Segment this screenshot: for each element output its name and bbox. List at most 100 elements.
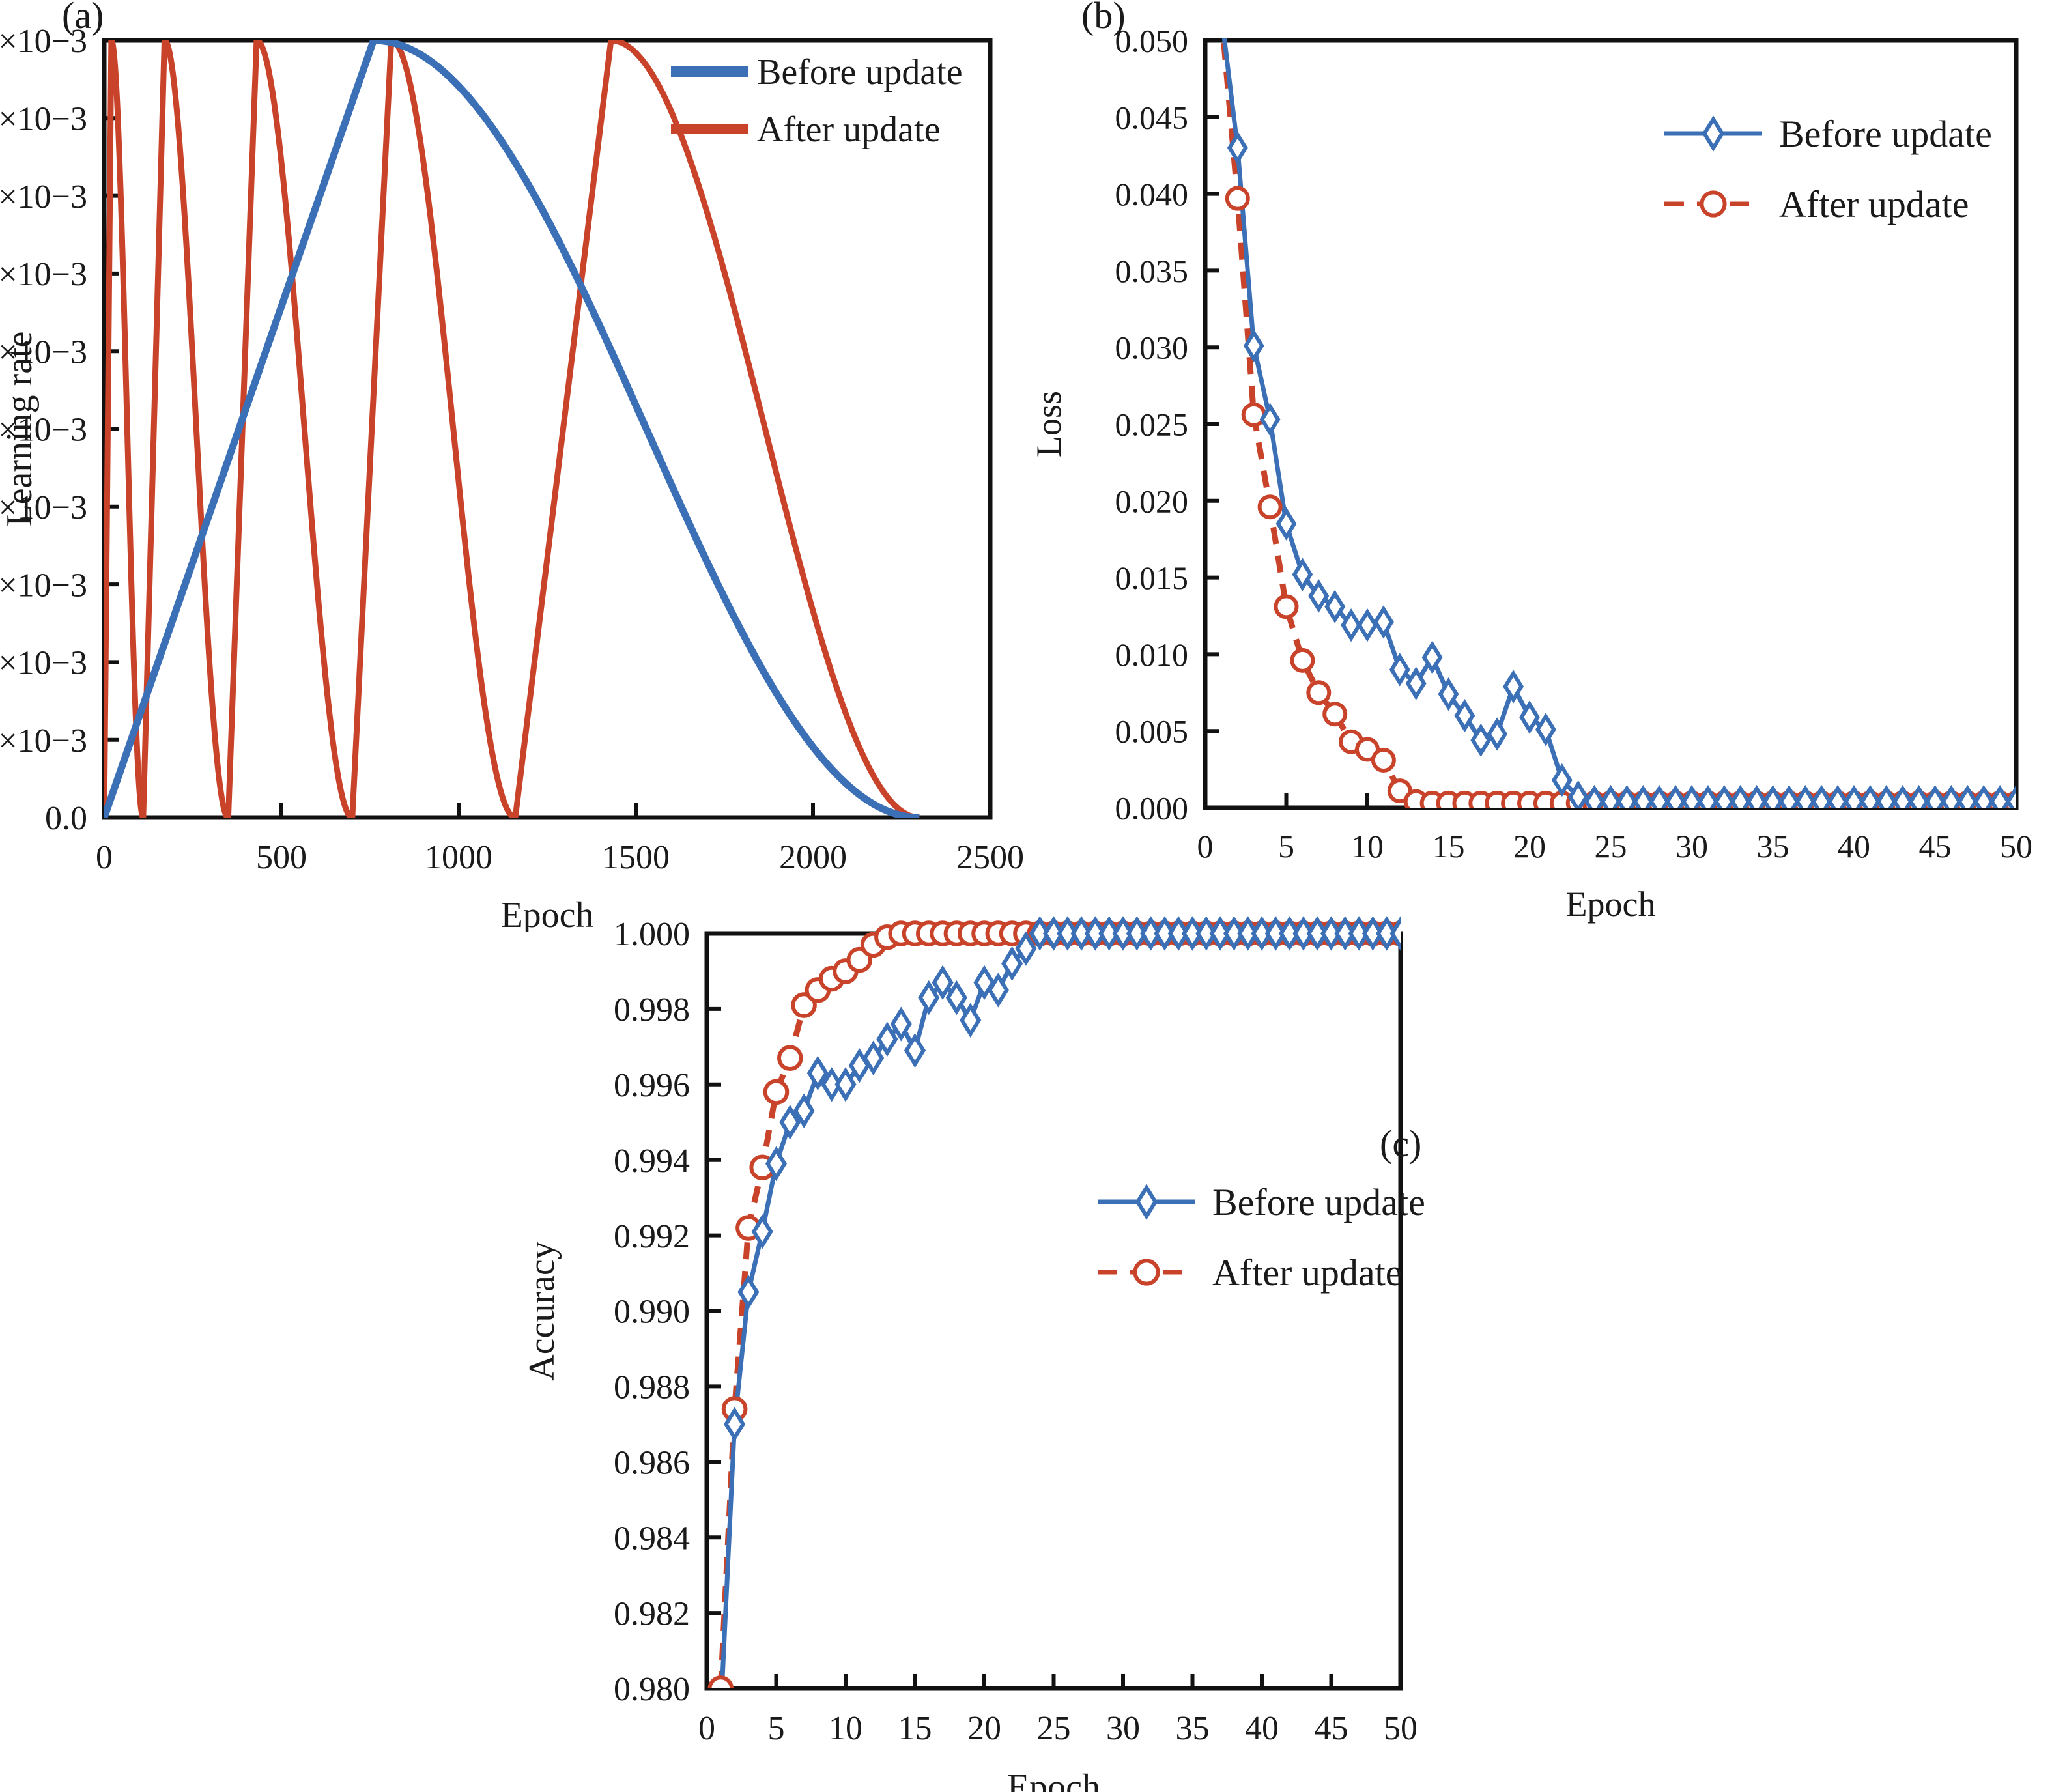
y-tick-label: 0.3×10−3 [0, 567, 87, 604]
y-tick-label: 0.996 [614, 1067, 690, 1104]
x-tick-label: 0 [96, 839, 113, 876]
data-marker-diamond [1361, 916, 1384, 951]
panel-c-axes: 0 5 10 15 20 25 30 35 40 45 50 0.980 0.982 0.984 0.986… [522, 916, 1418, 1792]
panel-b-series [1220, 38, 2016, 808]
legend-label-before: Before update [757, 52, 963, 92]
legend-label-after: After update [1779, 183, 1969, 225]
x-tick-label: 25 [1595, 828, 1627, 864]
data-marker-diamond [793, 1093, 815, 1129]
panel-b-axes: 0 5 10 15 20 25 30 35 40 45 50 0.000 0.005 0.010 0.015… [1029, 23, 2032, 924]
data-marker-diamond [1292, 916, 1315, 951]
data-marker-diamond [1487, 717, 1508, 751]
y-tick-label: 0.025 [1115, 406, 1189, 443]
data-marker-diamond [1778, 784, 1800, 808]
x-tick-label: 2500 [956, 839, 1024, 876]
y-tick-label: 0.992 [614, 1218, 690, 1255]
x-tick-label: 50 [2000, 828, 2032, 864]
data-marker-diamond [1195, 916, 1218, 951]
x-tick-label: 35 [1176, 1710, 1210, 1747]
data-marker-diamond [1341, 608, 1362, 642]
data-marker-diamond [1875, 784, 1897, 808]
y-tick-label: 0.998 [614, 991, 690, 1029]
data-marker-diamond [1567, 780, 1589, 808]
data-marker-diamond [1042, 916, 1065, 951]
x-tick-label: 50 [1384, 1710, 1418, 1747]
legend-label-before: Before update [1212, 1181, 1425, 1223]
data-marker-diamond [1702, 115, 1725, 152]
data-marker-circle [1241, 402, 1266, 427]
x-axis-title: Epoch [1566, 885, 1656, 924]
series-before-update-line [719, 931, 1401, 1688]
y-axis-title: Loss [1029, 391, 1068, 457]
y-tick-label: 0.990 [614, 1294, 690, 1331]
y-tick-label: 0.8×10−3 [0, 178, 87, 216]
data-marker-diamond [1264, 916, 1287, 951]
data-marker-diamond [1421, 640, 1443, 674]
data-marker-diamond [1154, 916, 1176, 951]
data-marker-diamond [1713, 784, 1735, 808]
data-marker-diamond [1140, 916, 1162, 951]
x-tick-label: 15 [1432, 828, 1465, 864]
data-marker-circle [1290, 647, 1315, 673]
data-marker-diamond [1957, 784, 1978, 808]
data-marker-diamond [1795, 784, 1816, 808]
data-marker-diamond [876, 1021, 898, 1057]
data-marker-diamond [751, 1214, 773, 1249]
x-tick-label: 35 [1757, 828, 1789, 864]
y-tick-label: 0.2×10−3 [0, 645, 87, 682]
data-marker-diamond [1908, 784, 1930, 808]
data-marker-diamond [1306, 916, 1328, 951]
x-tick-label: 5 [1278, 828, 1294, 864]
series-after-update-line [717, 930, 1401, 1688]
data-marker-diamond [1616, 784, 1638, 808]
data-marker-diamond [1681, 784, 1702, 808]
data-marker-diamond [1730, 784, 1751, 808]
data-marker-circle [763, 1079, 790, 1105]
data-marker-diamond [1973, 784, 1995, 808]
data-marker-diamond [1535, 713, 1556, 747]
data-marker-circle [1257, 494, 1283, 520]
panel-a-legend: Before update After update [671, 52, 963, 150]
x-tick-label: 5 [768, 1710, 785, 1747]
data-marker-diamond [779, 1105, 801, 1140]
x-tick-label: 15 [898, 1710, 932, 1747]
y-tick-label: 0.994 [614, 1143, 690, 1180]
data-marker-diamond [1649, 784, 1670, 808]
data-marker-diamond [945, 980, 967, 1016]
data-marker-diamond [973, 965, 995, 1001]
y-tick-label: 0.5×10−3 [0, 412, 87, 449]
x-tick-label: 1500 [602, 839, 670, 876]
panel-a-svg: 0 500 1000 1500 2000 2500 0.0 0.1×10−3 0.2×10−3 0… [0, 23, 1024, 932]
y-tick-label: 0.020 [1115, 483, 1189, 519]
data-marker-diamond [1324, 590, 1346, 624]
y-tick-label: 0.040 [1115, 176, 1189, 212]
y-tick-label: 0.030 [1115, 330, 1189, 366]
x-axis-title: Epoch [500, 895, 593, 932]
data-marker-diamond [1135, 1184, 1158, 1220]
data-marker-diamond [806, 1055, 829, 1091]
data-marker-diamond [1357, 608, 1378, 642]
data-marker-diamond [1503, 670, 1524, 704]
data-marker-diamond [1600, 784, 1621, 808]
data-marker-diamond [1308, 579, 1330, 613]
data-marker-diamond [1181, 916, 1204, 951]
panel-a-series [104, 40, 920, 818]
data-marker-diamond [987, 973, 1009, 1008]
data-marker-diamond [1697, 784, 1718, 808]
data-marker-diamond [1551, 763, 1573, 797]
x-tick-label: 0 [1197, 828, 1214, 864]
data-marker-circle [777, 1045, 803, 1072]
y-tick-label: 0.1×10−3 [0, 722, 87, 760]
x-tick-label: 1000 [425, 839, 492, 876]
data-marker-diamond [1259, 403, 1281, 436]
panel-b-svg: 0 5 10 15 20 25 30 35 40 45 50 0.000 0.005 0.010 0.015… [1029, 23, 2032, 924]
data-marker-diamond [1292, 558, 1313, 591]
x-axis-title: Epoch [1007, 1767, 1100, 1792]
data-marker-diamond [1057, 916, 1079, 951]
y-tick-label: 0.035 [1115, 253, 1189, 289]
data-marker-circle [1371, 747, 1396, 773]
y-tick-label: 0.000 [1115, 790, 1189, 827]
data-marker-circle [1700, 190, 1727, 218]
data-marker-diamond [765, 1146, 788, 1182]
data-marker-circle [1322, 702, 1348, 727]
